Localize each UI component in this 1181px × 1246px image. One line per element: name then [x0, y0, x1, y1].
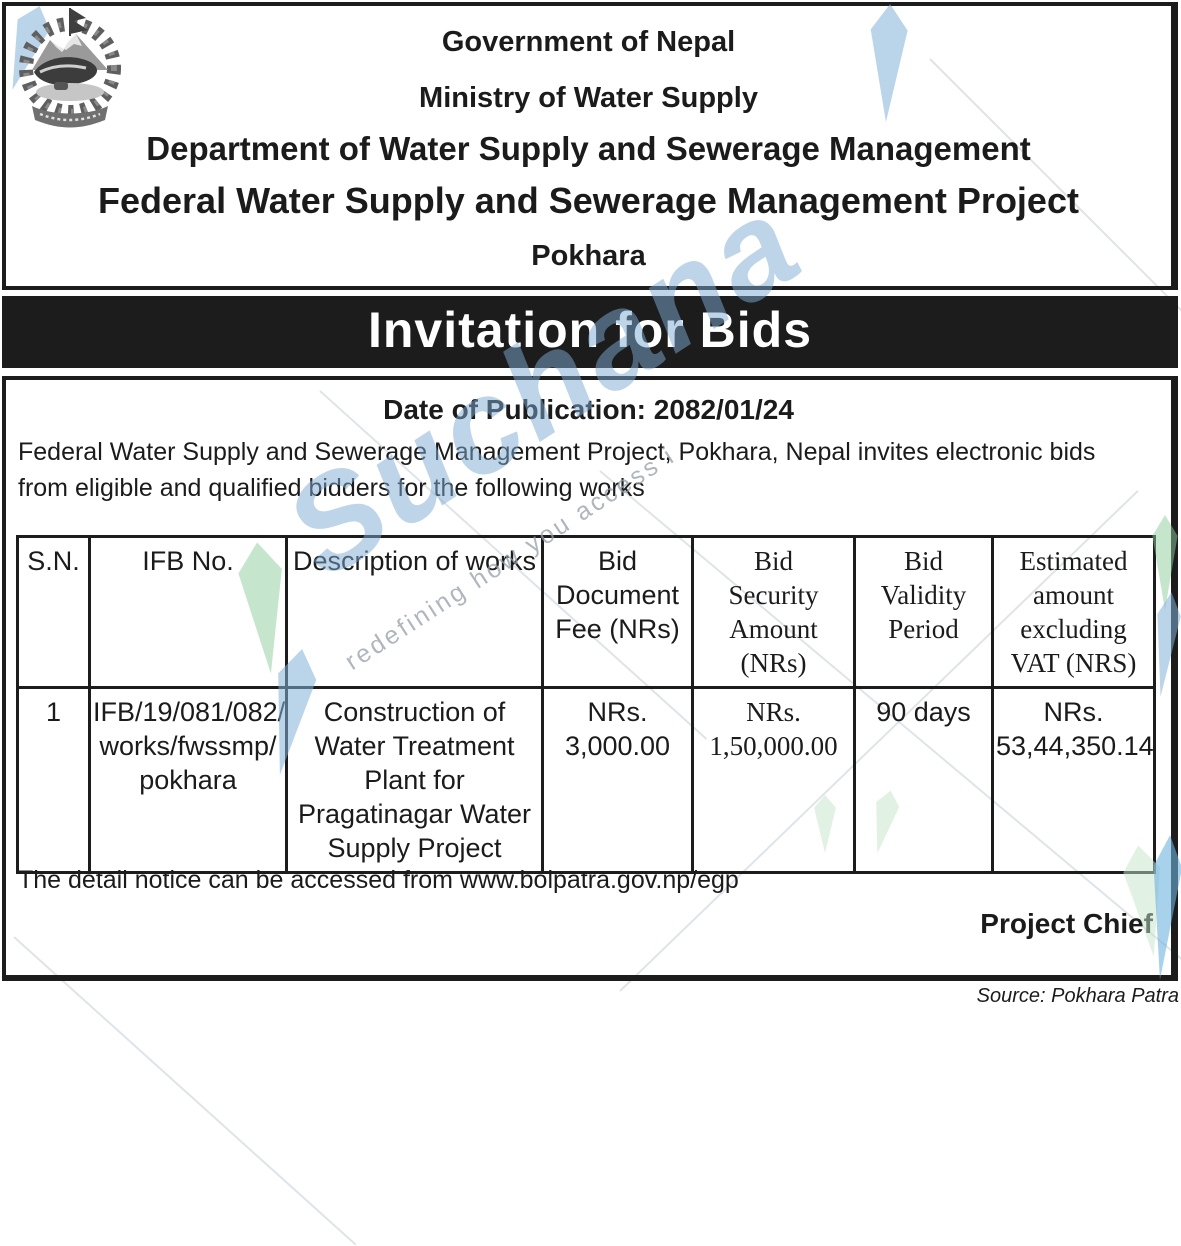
- intro-paragraph: Federal Water Supply and Sewerage Manage…: [18, 438, 1096, 502]
- notice-body-section: Date of Publication: 2082/01/24 Federal …: [2, 376, 1178, 981]
- cell-estimated-amount: NRs. 53,44,350.14: [991, 686, 1156, 874]
- header-project: Federal Water Supply and Sewerage Manage…: [98, 180, 1079, 221]
- col-header-security: Bid Security Amount (NRs): [691, 535, 856, 689]
- cell-security-amount: NRs. 1,50,000.00: [691, 686, 856, 874]
- banner-title: Invitation for Bids: [368, 302, 812, 358]
- table-header-row: S.N. IFB No. Description of works Bid Do…: [16, 535, 1156, 689]
- header-ministry: Ministry of Water Supply: [419, 82, 758, 114]
- title-banner: Invitation for Bids: [2, 296, 1178, 368]
- cell-sn: 1: [16, 686, 91, 874]
- col-header-ifb: IFB No.: [88, 535, 288, 689]
- cell-description: Construction of Water Treatment Plant fo…: [285, 686, 544, 874]
- col-header-fee: Bid Document Fee (NRs): [541, 535, 694, 689]
- header-department: Department of Water Supply and Sewerage …: [146, 130, 1031, 167]
- col-header-sn: S.N.: [16, 535, 91, 689]
- header-location: Pokhara: [531, 240, 646, 272]
- publication-date: Date of Publication: 2082/01/24: [383, 394, 794, 425]
- col-header-validity: Bid Validity Period: [853, 535, 994, 689]
- bids-table: S.N. IFB No. Description of works Bid Do…: [16, 535, 1156, 874]
- table-row: 1 IFB/19/081/082/ works/fwssmp/ pokhara …: [16, 686, 1156, 874]
- cell-document-fee: NRs. 3,000.00: [541, 686, 694, 874]
- watermark-line: [13, 936, 357, 1246]
- col-header-desc: Description of works: [285, 535, 544, 689]
- cell-validity-period: 90 days: [853, 686, 994, 874]
- access-notice: The detail notice can be accessed from w…: [18, 866, 739, 894]
- header-government: Government of Nepal: [441, 26, 736, 58]
- source-credit: Source: Pokhara Patra: [976, 985, 1179, 1007]
- signature-title: Project Chief: [980, 908, 1153, 939]
- cell-ifb-no: IFB/19/081/082/ works/fwssmp/ pokhara: [88, 686, 288, 874]
- letterhead-section: Government of Nepal Ministry of Water Su…: [2, 2, 1178, 290]
- col-header-estimated: Estimated amount excluding VAT (NRS): [991, 535, 1156, 689]
